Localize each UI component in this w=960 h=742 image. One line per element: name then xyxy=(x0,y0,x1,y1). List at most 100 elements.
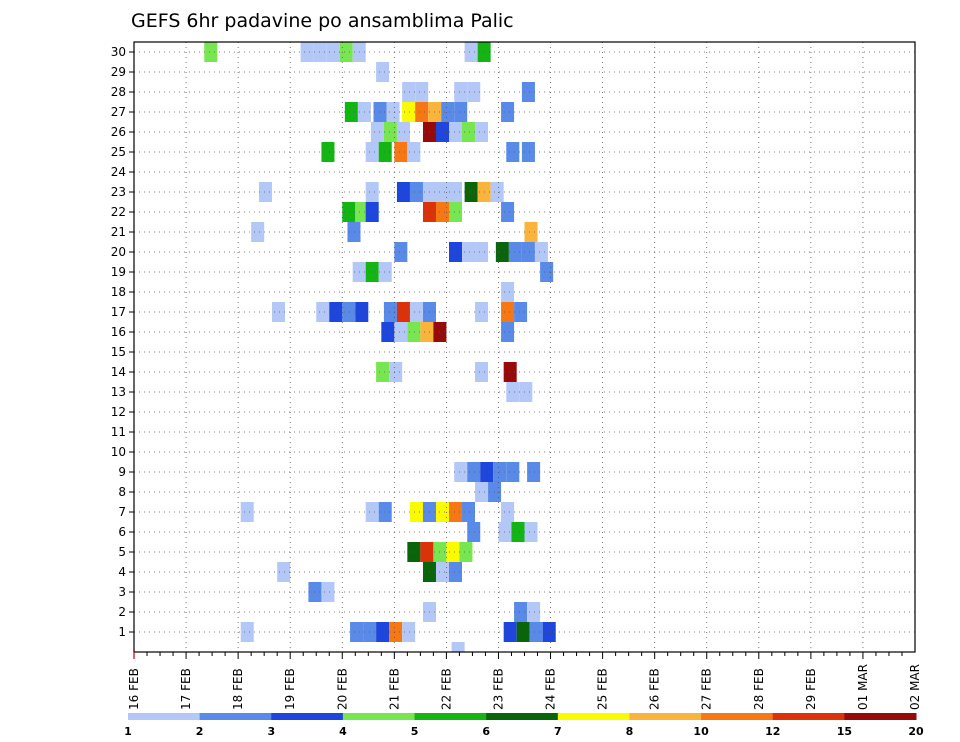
heatmap-cell xyxy=(454,82,468,102)
heatmap-cell xyxy=(415,82,429,102)
y-tick-label: 25 xyxy=(111,145,126,159)
heatmap-cell xyxy=(501,302,515,322)
heatmap-cell xyxy=(454,462,468,482)
heatmap-cell xyxy=(501,282,515,302)
legend-swatch xyxy=(772,713,845,720)
heatmap-cell xyxy=(383,122,397,142)
heatmap-cell xyxy=(519,382,533,402)
heatmap-cell xyxy=(277,562,291,582)
x-tick-label: 21 FEB xyxy=(387,668,401,710)
y-tick-label: 8 xyxy=(118,485,126,499)
x-tick-label: 20 FEB xyxy=(335,668,349,710)
heatmap-cell xyxy=(407,542,421,562)
heatmap-cell xyxy=(462,122,476,142)
heatmap-cell xyxy=(534,242,548,262)
heatmap-cell xyxy=(370,122,384,142)
y-tick-label: 21 xyxy=(111,225,126,239)
heatmap-cell xyxy=(240,502,254,522)
heatmap-cell xyxy=(449,562,463,582)
legend-swatch xyxy=(128,713,201,720)
heatmap-cell xyxy=(313,42,327,62)
y-tick-label: 30 xyxy=(111,45,126,59)
heatmap-cell xyxy=(462,242,476,262)
legend-swatch xyxy=(342,713,416,720)
heatmap-cell xyxy=(251,222,265,242)
y-tick-label: 14 xyxy=(111,365,126,379)
heatmap-cell xyxy=(389,362,403,382)
heatmap-cell xyxy=(383,302,397,322)
heatmap-cell xyxy=(258,182,272,202)
heatmap-cell xyxy=(524,222,538,242)
legend-label: 8 xyxy=(626,725,634,738)
heatmap-cell xyxy=(495,242,509,262)
heatmap-cell xyxy=(378,262,392,282)
heatmap-cell xyxy=(480,462,494,482)
y-tick-label: 3 xyxy=(118,585,126,599)
heatmap-cell xyxy=(501,322,515,342)
y-tick-label: 29 xyxy=(111,65,126,79)
heatmap-cell xyxy=(449,182,463,202)
heatmap-cell xyxy=(451,642,465,652)
y-tick-label: 15 xyxy=(111,345,126,359)
legend-swatch xyxy=(199,713,272,720)
heatmap-cell xyxy=(449,202,463,222)
y-tick-label: 13 xyxy=(111,385,126,399)
heatmap-cell xyxy=(365,262,379,282)
y-tick-label: 7 xyxy=(118,505,126,519)
legend-label: 10 xyxy=(693,725,709,738)
heatmap-cell xyxy=(300,42,314,62)
heatmap-cell xyxy=(506,142,520,162)
y-tick-label: 20 xyxy=(111,245,126,259)
heatmap-cell xyxy=(467,462,481,482)
legend-swatch xyxy=(486,713,559,720)
heatmap-cell xyxy=(355,302,369,322)
heatmap-cell xyxy=(376,62,390,82)
x-tick-label: 23 FEB xyxy=(491,668,505,710)
heatmap-cell xyxy=(449,122,463,142)
heatmap-cell xyxy=(321,142,335,162)
heatmap-cell xyxy=(475,362,489,382)
heatmap-cell xyxy=(521,142,535,162)
legend-label: 6 xyxy=(482,725,490,738)
heatmap-cell xyxy=(394,142,408,162)
heatmap-cell xyxy=(394,322,408,342)
y-tick-label: 26 xyxy=(111,125,126,139)
heatmap-cell xyxy=(342,302,356,322)
heatmap-cell xyxy=(350,622,364,642)
heatmap-cell xyxy=(204,42,218,62)
heatmap-cell xyxy=(409,502,423,522)
y-tick-label: 1 xyxy=(118,625,126,639)
x-tick-label: 16 FEB xyxy=(127,668,141,710)
heatmap-cell xyxy=(339,42,353,62)
heatmap-cell xyxy=(506,462,520,482)
heatmap-cell xyxy=(508,242,522,262)
heatmap-cell xyxy=(376,622,390,642)
heatmap-cell xyxy=(501,502,515,522)
heatmap-cell xyxy=(514,302,528,322)
heatmap-cell xyxy=(407,322,421,342)
legend-swatch xyxy=(701,713,774,720)
heatmap-cell xyxy=(415,102,429,122)
x-tick-label: 19 FEB xyxy=(283,668,297,710)
x-axis: 16 FEB 17 FEB 18 FEB 19 FEB 20 FEB 21 FEB 22 F… xyxy=(127,652,922,710)
y-tick-label: 6 xyxy=(118,525,126,539)
y-tick-label: 18 xyxy=(111,285,126,299)
heatmap-cell xyxy=(516,622,530,642)
heatmap-cell xyxy=(475,302,489,322)
heatmap-cell xyxy=(396,302,410,322)
heatmap-cell xyxy=(316,302,330,322)
color-legend: 1 2 3 4 5 6 7 8 10 12 15 20 xyxy=(124,713,924,738)
x-tick-label: 18 FEB xyxy=(231,668,245,710)
legend-label: 5 xyxy=(411,725,419,738)
heatmap-cell xyxy=(435,182,450,202)
heatmap-cell xyxy=(373,102,387,122)
heatmap-cell xyxy=(402,102,416,122)
heatmap-cell xyxy=(271,302,285,322)
heatmap-cell xyxy=(396,122,410,142)
y-tick-label: 4 xyxy=(118,565,126,579)
y-tick-label: 9 xyxy=(118,465,126,479)
heatmap-cell xyxy=(475,242,489,262)
x-tick-label: 28 FEB xyxy=(752,668,766,710)
heatmap-cell xyxy=(540,262,554,282)
plot-frame xyxy=(133,41,916,653)
